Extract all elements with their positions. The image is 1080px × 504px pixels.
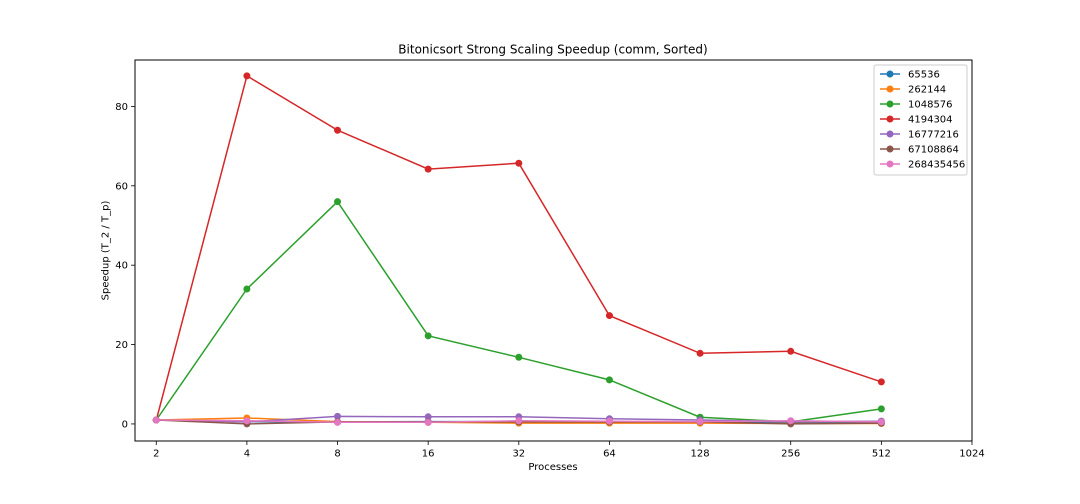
data-point xyxy=(696,349,704,357)
legend-marker xyxy=(886,145,894,153)
legend-entry: 67108864 xyxy=(880,145,959,156)
x-tick-label: 64 xyxy=(603,449,616,460)
y-axis-label: Speedup (T_2 / T_p) xyxy=(101,201,112,301)
data-point xyxy=(787,417,795,425)
chart-title: Bitonicsort Strong Scaling Speedup (comm… xyxy=(398,43,707,57)
legend-entry: 65536 xyxy=(880,70,940,81)
legend-label: 1048576 xyxy=(908,100,953,111)
data-point xyxy=(515,417,523,425)
plot-area: 2 4 8 16 32 64 128 256 512 1024 0 20 40 60 80 xyxy=(115,59,985,460)
legend-box xyxy=(873,64,968,176)
plot-frame xyxy=(134,59,973,442)
legend-marker xyxy=(886,115,894,123)
legend-marker xyxy=(886,160,894,168)
data-point xyxy=(787,347,795,355)
y-tick-label: 40 xyxy=(115,261,128,272)
x-axis-label: Processes xyxy=(528,462,577,473)
legend-entry: 262144 xyxy=(880,85,946,96)
data-point xyxy=(877,405,885,413)
legend: 65536 262144 1048576 4194304 16777216 6710886… xyxy=(873,64,968,176)
data-point xyxy=(243,285,251,293)
legend-label: 67108864 xyxy=(908,145,959,156)
x-tick-label: 1024 xyxy=(959,449,984,460)
data-point xyxy=(605,417,613,425)
legend-label: 4194304 xyxy=(908,115,953,126)
data-point xyxy=(605,312,613,320)
x-tick-label: 4 xyxy=(244,449,250,460)
data-point xyxy=(696,418,704,426)
x-axis: 2 4 8 16 32 64 128 256 512 1024 xyxy=(153,441,985,460)
legend-marker xyxy=(886,130,894,138)
data-point xyxy=(334,412,342,420)
data-point xyxy=(243,72,251,80)
data-point xyxy=(424,413,432,421)
data-point xyxy=(152,416,160,424)
legend-label: 65536 xyxy=(908,70,940,81)
y-tick-label: 20 xyxy=(115,340,128,351)
data-point xyxy=(605,376,613,384)
y-tick-label: 0 xyxy=(122,419,128,430)
x-tick-label: 512 xyxy=(872,449,891,460)
legend-entry: 1048576 xyxy=(880,100,953,111)
y-tick-label: 80 xyxy=(115,102,128,113)
legend-label: 268435456 xyxy=(908,160,965,171)
series-layer xyxy=(152,72,885,428)
data-point xyxy=(515,159,523,167)
data-point xyxy=(877,418,885,426)
legend-label: 16777216 xyxy=(908,130,959,141)
legend-entry: 4194304 xyxy=(880,115,953,126)
x-tick-label: 256 xyxy=(781,449,800,460)
data-point xyxy=(334,126,342,134)
legend-entry: 16777216 xyxy=(880,130,959,141)
x-tick-label: 128 xyxy=(691,449,710,460)
data-point xyxy=(424,332,432,340)
x-tick-label: 8 xyxy=(334,449,340,460)
legend-marker xyxy=(886,85,894,93)
data-point xyxy=(877,378,885,386)
y-axis: 0 20 40 60 80 xyxy=(115,102,135,430)
legend-entry: 268435456 xyxy=(880,160,965,171)
data-point xyxy=(515,353,523,361)
data-point xyxy=(334,418,342,426)
data-point xyxy=(334,198,342,206)
y-tick-label: 60 xyxy=(115,181,128,192)
legend-marker xyxy=(886,70,894,78)
x-tick-label: 2 xyxy=(153,449,159,460)
legend-label: 262144 xyxy=(908,85,946,96)
x-tick-label: 32 xyxy=(512,449,525,460)
data-point xyxy=(424,165,432,173)
data-point xyxy=(243,417,251,425)
legend-marker xyxy=(886,100,894,108)
series-268435456 xyxy=(152,416,885,426)
data-point xyxy=(424,418,432,426)
x-tick-label: 16 xyxy=(422,449,435,460)
